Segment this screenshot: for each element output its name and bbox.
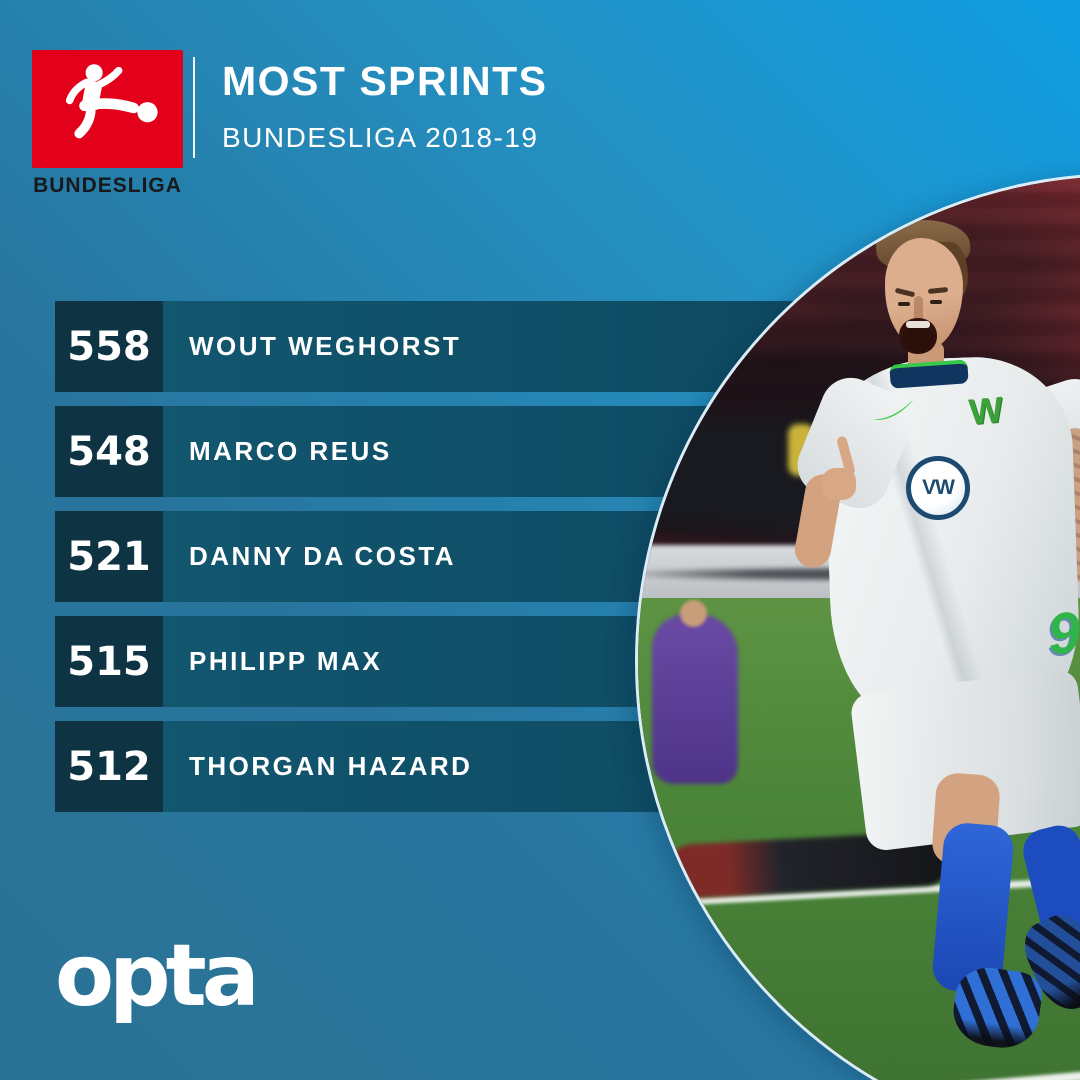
sprint-count: 512 <box>55 721 163 812</box>
goalkeeper-figure <box>652 614 738 784</box>
goalkeeper-head <box>680 600 707 627</box>
bundesliga-kicker-icon <box>65 64 158 139</box>
bundesliga-wordmark: BUNDESLIGA <box>33 174 182 197</box>
header-divider <box>193 57 195 158</box>
player-photo-circle: 9 W VW <box>635 173 1080 1080</box>
player-eye <box>930 300 942 304</box>
player-teeth <box>906 321 930 328</box>
player-eye <box>898 302 910 306</box>
sprint-count: 558 <box>55 301 163 392</box>
jersey-number: 9 <box>1044 599 1080 668</box>
nike-swoosh-icon <box>869 397 920 425</box>
player-nose <box>914 296 923 322</box>
page-title: MOST SPRINTS <box>222 58 548 104</box>
bundesliga-logo <box>32 50 183 168</box>
sprint-count: 515 <box>55 616 163 707</box>
sprint-count: 548 <box>55 406 163 497</box>
opta-logo: opta <box>55 926 260 1026</box>
vw-logo: VW <box>906 456 970 520</box>
sprint-count: 521 <box>55 511 163 602</box>
page-subtitle: BUNDESLIGA 2018-19 <box>222 122 539 153</box>
wolfsburg-crest-icon: W <box>967 388 1005 433</box>
